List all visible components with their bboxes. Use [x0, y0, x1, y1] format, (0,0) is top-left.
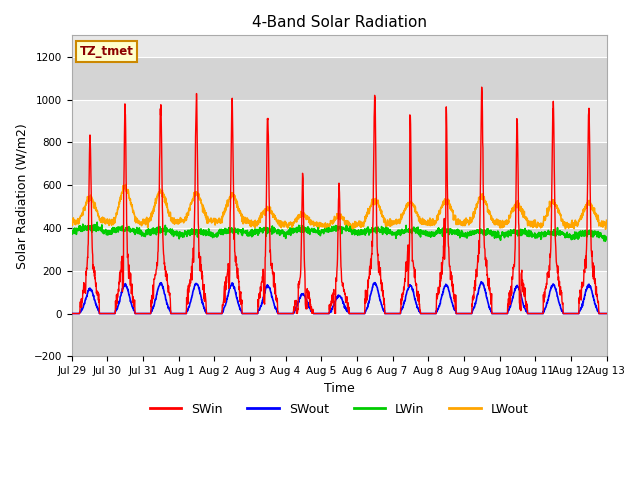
X-axis label: Time: Time [324, 382, 355, 395]
Bar [72, 185, 607, 228]
SWout [495, 311, 502, 316]
SWin [217, 311, 225, 316]
LWout [556, 211, 564, 217]
SWout [570, 311, 578, 316]
SWin [366, 272, 374, 277]
SWin [355, 311, 362, 316]
LWout [355, 221, 363, 227]
SWin [68, 311, 76, 316]
LWout [68, 219, 76, 225]
Bar [72, 271, 607, 313]
SWout [556, 301, 563, 307]
LWin [556, 228, 563, 234]
Y-axis label: Solar Radiation (W/m2): Solar Radiation (W/m2) [15, 123, 28, 269]
Bar [72, 313, 607, 356]
LWout [367, 203, 374, 209]
LWin [217, 231, 225, 237]
SWout [68, 311, 76, 316]
LWin [603, 236, 611, 242]
SWin [603, 311, 611, 316]
LWout [603, 217, 611, 223]
LWin [355, 227, 362, 233]
LWin [68, 231, 76, 237]
SWout [366, 294, 374, 300]
LWin [366, 230, 374, 236]
Title: 4-Band Solar Radiation: 4-Band Solar Radiation [252, 15, 427, 30]
LWout [217, 220, 225, 226]
Line: LWin: LWin [72, 222, 607, 241]
SWin [556, 278, 563, 284]
Bar [72, 14, 607, 57]
Line: LWout: LWout [72, 184, 607, 229]
Bar [72, 57, 607, 99]
Text: TZ_tmet: TZ_tmet [79, 45, 134, 58]
LWout [349, 227, 357, 232]
Bar [72, 228, 607, 271]
SWout [477, 279, 485, 285]
SWout [217, 311, 225, 316]
LWout [495, 218, 502, 224]
LWout [122, 181, 130, 187]
Legend: SWin, SWout, LWin, LWout: SWin, SWout, LWin, LWout [145, 398, 534, 420]
LWin [570, 232, 578, 238]
Bar [72, 143, 607, 185]
LWin [495, 229, 502, 235]
Bar [72, 99, 607, 143]
LWin [93, 219, 101, 225]
Line: SWin: SWin [72, 87, 607, 313]
SWout [603, 311, 611, 316]
LWin [602, 239, 609, 244]
LWout [571, 222, 579, 228]
SWin [570, 311, 578, 316]
Line: SWout: SWout [72, 282, 607, 313]
SWin [495, 311, 502, 316]
SWin [478, 84, 486, 90]
SWout [355, 311, 362, 316]
